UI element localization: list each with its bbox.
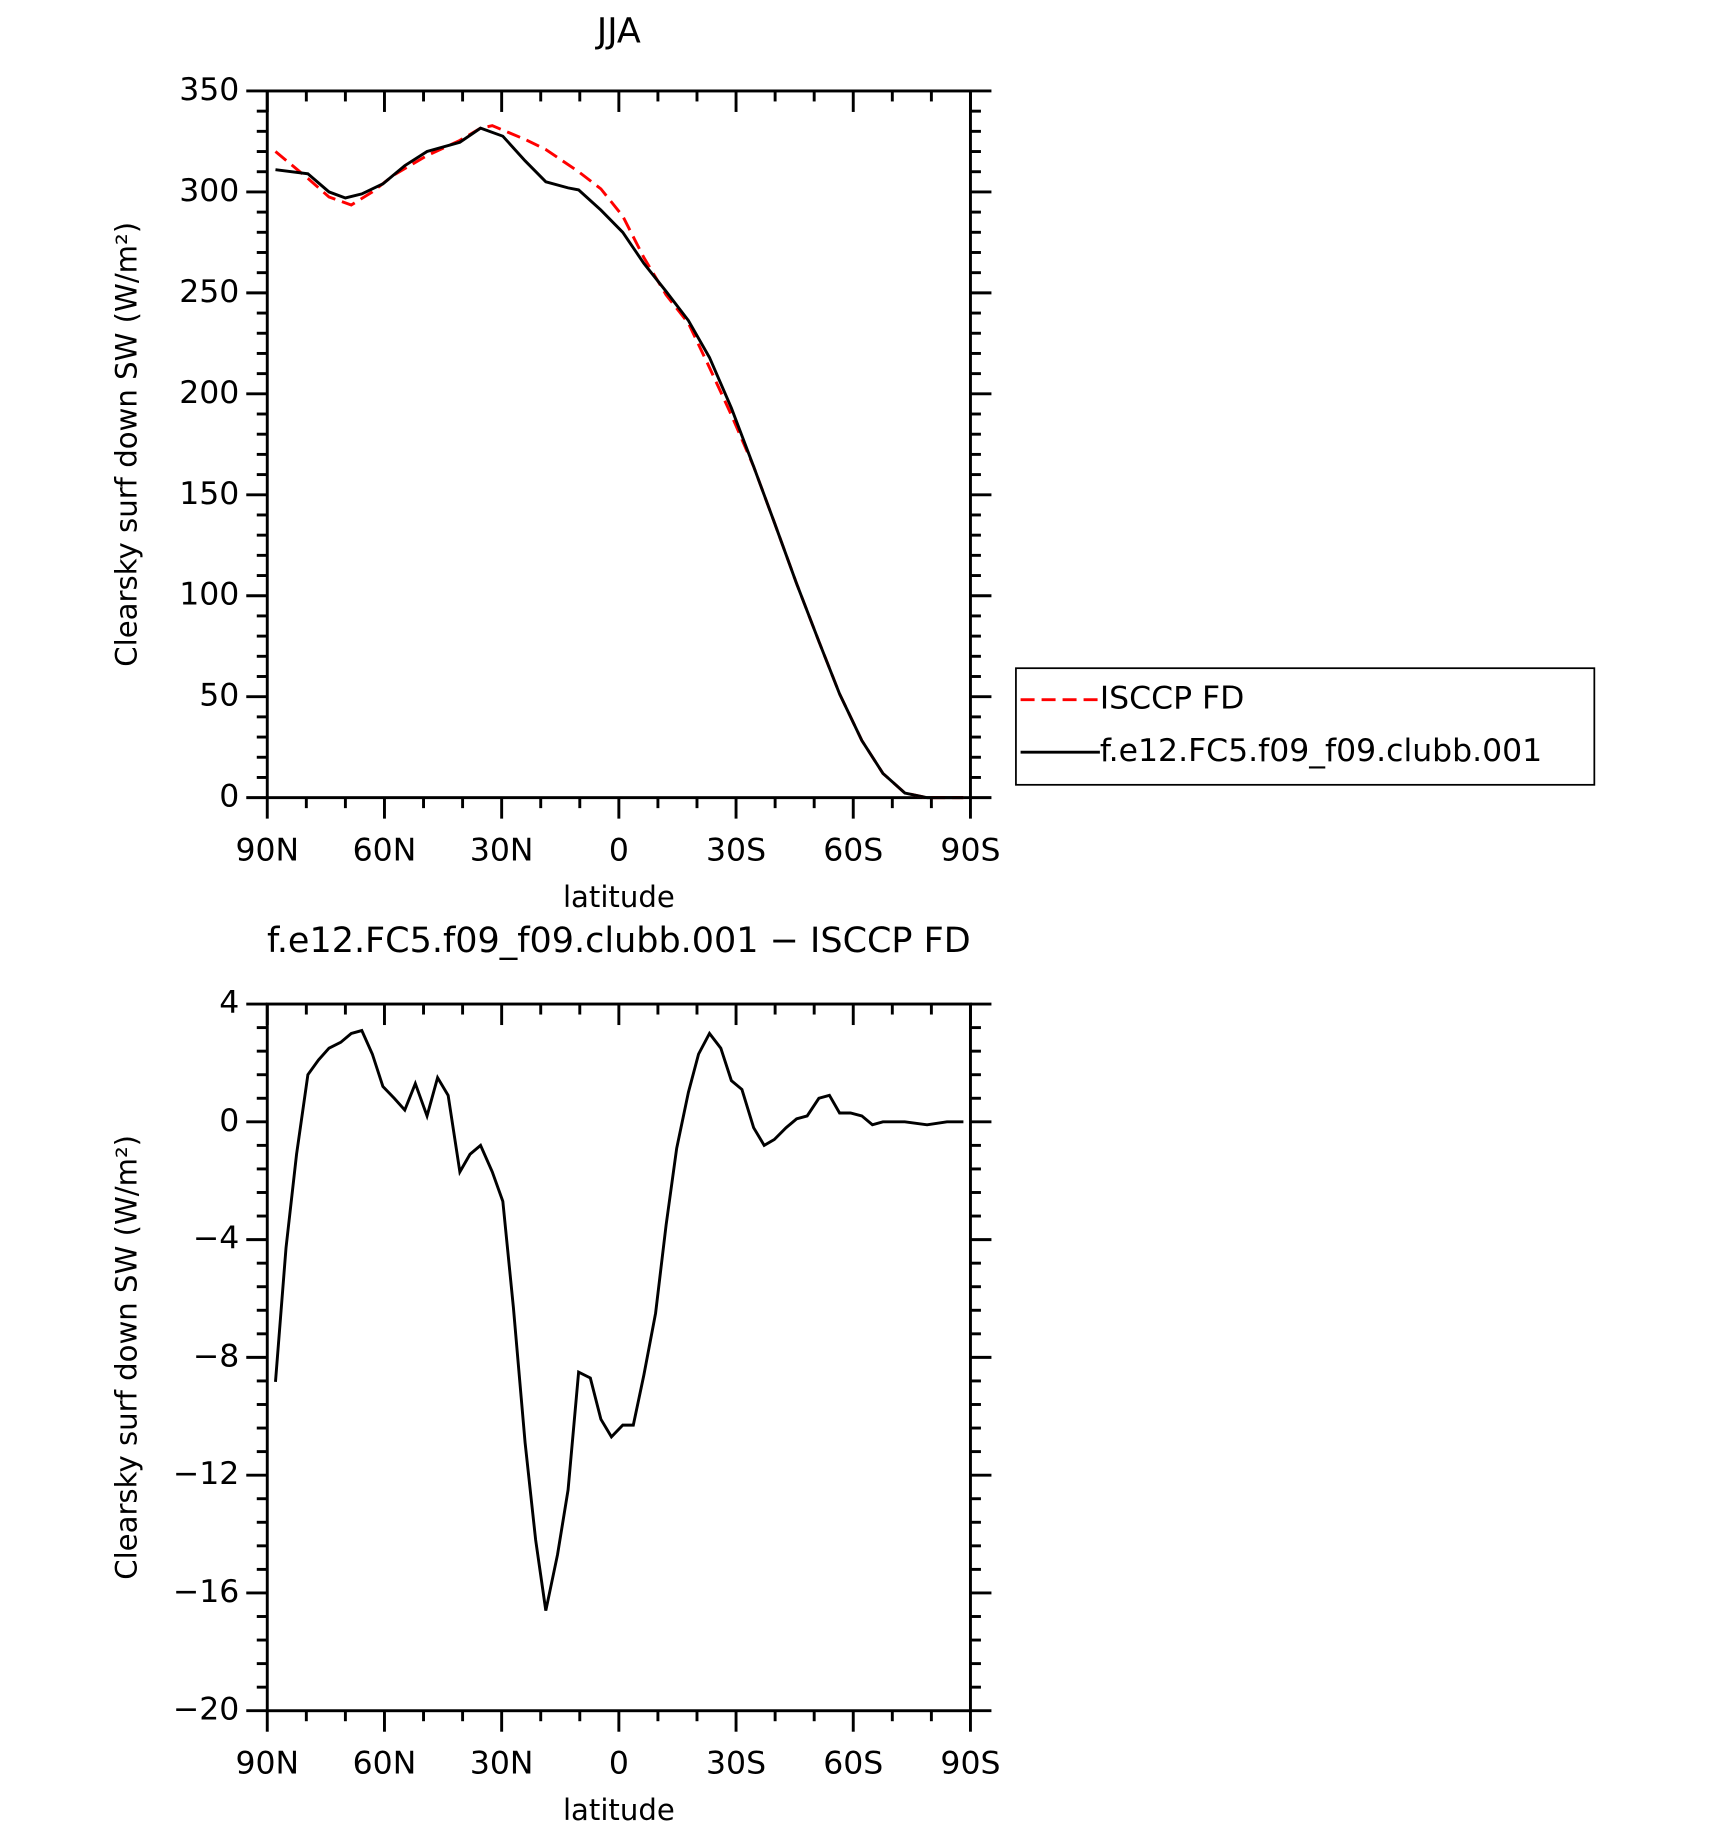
- x-tick-label: 30S: [706, 1745, 766, 1781]
- x-tick-label: 60N: [353, 832, 417, 868]
- x-tick-label: 30S: [706, 832, 766, 868]
- y-tick-label: 100: [179, 577, 239, 613]
- plot-frame: [265, 1002, 972, 1713]
- legend-label: ISCCP FD: [1100, 681, 1245, 717]
- series-line: [274, 1028, 964, 1611]
- x-axis-label: latitude: [563, 1793, 675, 1827]
- x-tick-label: 60S: [823, 832, 883, 868]
- y-tick-label: 300: [179, 173, 239, 209]
- y-axis-label: Clearsky surf down SW (W/m²): [109, 222, 143, 667]
- x-tick-label: 60N: [353, 1745, 417, 1781]
- x-tick-label: 30N: [470, 1745, 534, 1781]
- y-tick-label: −12: [173, 1456, 239, 1492]
- y-tick-label: 250: [179, 274, 239, 310]
- y-tick-label: 50: [199, 678, 239, 714]
- x-axis-label: latitude: [563, 880, 675, 914]
- chart-title: f.e12.FC5.f09_f09.clubb.001 − ISCCP FD: [267, 921, 971, 961]
- y-tick-label: −20: [173, 1692, 239, 1728]
- x-tick-label: 90N: [235, 1745, 299, 1781]
- series-line: [275, 126, 964, 800]
- y-tick-label: 150: [179, 476, 239, 512]
- x-tick-label: 90N: [235, 832, 299, 868]
- y-tick-label: −16: [173, 1574, 239, 1610]
- x-tick-label: 0: [609, 832, 629, 868]
- x-tick-label: 30N: [470, 832, 534, 868]
- y-tick-label: −8: [193, 1338, 239, 1374]
- chart-title: JJA: [595, 12, 641, 52]
- x-tick-label: 90S: [940, 1745, 1000, 1781]
- y-tick-label: 0: [219, 779, 239, 815]
- x-tick-label: 0: [609, 1745, 629, 1781]
- y-tick-label: −4: [193, 1221, 239, 1257]
- legend-box: [1015, 667, 1596, 786]
- x-tick-label: 60S: [823, 1745, 883, 1781]
- y-axis-label: Clearsky surf down SW (W/m²): [109, 1135, 143, 1580]
- y-tick-label: 200: [179, 375, 239, 411]
- y-tick-label: 4: [219, 985, 239, 1021]
- plot-frame: [265, 89, 972, 800]
- y-tick-label: 0: [219, 1103, 239, 1139]
- legend-label: f.e12.FC5.f09_f09.clubb.001: [1100, 733, 1542, 769]
- y-tick-label: 350: [179, 72, 239, 108]
- series-line: [274, 124, 964, 800]
- x-tick-label: 90S: [940, 832, 1000, 868]
